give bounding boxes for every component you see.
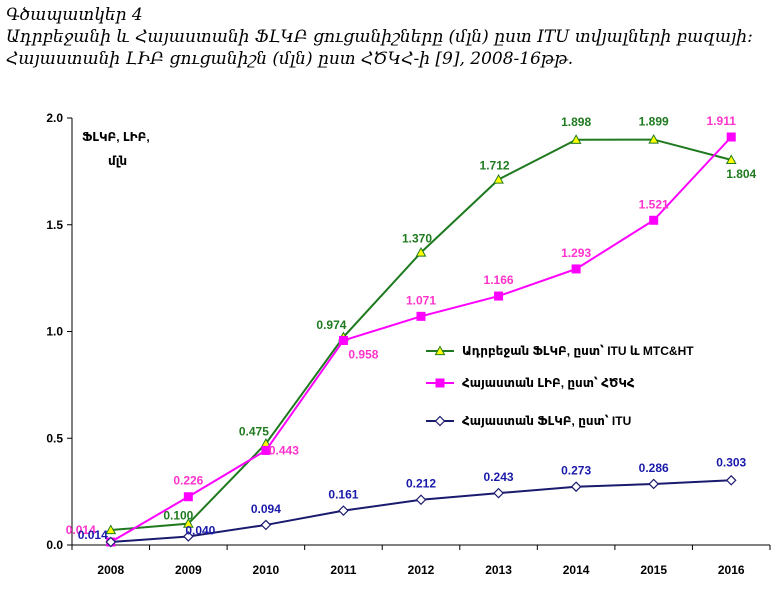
data-point bbox=[415, 246, 427, 257]
data-label: 1.898 bbox=[561, 115, 591, 129]
y-axis-title-line-2: մլն bbox=[108, 154, 127, 168]
data-label: 1.370 bbox=[402, 232, 432, 246]
x-tick-label: 2008 bbox=[97, 563, 124, 577]
data-point bbox=[261, 445, 271, 455]
data-label: 0.094 bbox=[251, 502, 281, 516]
data-point bbox=[182, 531, 194, 542]
data-label: 0.475 bbox=[239, 425, 269, 439]
y-tick-label: 1.5 bbox=[46, 218, 63, 232]
x-tick-label: 2016 bbox=[718, 563, 745, 577]
data-point bbox=[183, 492, 193, 502]
chart-series bbox=[105, 132, 737, 548]
legend-entry: Հայաստան ԼԻԲ, ըստ՝ ՀԾԿՀ bbox=[426, 376, 635, 390]
legend-entry: Հայաստան ՖԼԿԲ, ըստ՝ ITU bbox=[426, 414, 631, 428]
data-label: 0.958 bbox=[348, 347, 378, 361]
legend-marker bbox=[434, 345, 446, 356]
figure-title-line-2: Հայաստանի ԼԻԲ ցուցանիշն (մլն) ըստ ՀԾԿՀ-ի… bbox=[6, 49, 574, 69]
data-label: 0.286 bbox=[639, 461, 669, 475]
legend-label: Հայաստան ԼԻԲ, ըստ՝ ՀԾԿՀ bbox=[462, 376, 635, 390]
x-tick-label: 2010 bbox=[253, 563, 280, 577]
chart-axes: 0.0 0.5 1.0 1.5 2.0 2008 2009 2010 2011 2012 2013 2… bbox=[46, 111, 771, 577]
data-label: 0.226 bbox=[173, 474, 203, 488]
data-label: 0.100 bbox=[163, 509, 193, 523]
data-point bbox=[570, 134, 582, 144]
y-axis-title-line-1: ՖԼԿԲ, ԼԻԲ, bbox=[82, 130, 150, 144]
data-label: 0.161 bbox=[328, 488, 358, 502]
y-tick-label: 1.0 bbox=[46, 325, 63, 339]
data-point bbox=[260, 519, 272, 531]
data-point bbox=[415, 494, 427, 506]
data-point bbox=[726, 132, 736, 142]
data-point bbox=[570, 481, 582, 493]
data-point bbox=[571, 264, 581, 274]
legend-marker bbox=[435, 378, 445, 388]
data-point bbox=[338, 335, 348, 345]
data-point bbox=[338, 505, 349, 516]
data-label: 1.804 bbox=[726, 167, 756, 181]
figure-title-line-1: Ադրբեջանի և Հայաստանի ՖԼԿԲ ցուցանիշները … bbox=[6, 27, 753, 47]
legend-label: Հայաստան ՖԼԿԲ, ըստ՝ ITU bbox=[462, 414, 631, 428]
data-label: 0.974 bbox=[316, 318, 346, 332]
data-point bbox=[725, 474, 737, 486]
x-tick-label: 2015 bbox=[640, 563, 667, 577]
data-label: 0.443 bbox=[269, 443, 299, 457]
y-tick-label: 0.0 bbox=[46, 538, 63, 552]
data-point bbox=[493, 487, 504, 499]
legend-marker bbox=[434, 415, 446, 427]
series-1 bbox=[105, 134, 737, 535]
data-point bbox=[648, 478, 660, 490]
data-point bbox=[493, 173, 504, 184]
figure-title-block: Գծապատկեր 4 Ադրբեջանի և Հայաստանի ՖԼԿԲ ց… bbox=[6, 4, 782, 70]
data-label: 1.911 bbox=[707, 114, 737, 128]
x-tick-label: 2014 bbox=[563, 563, 590, 577]
chart-data-labels: 0.100 0.475 0.974 1.370 1.712 1.898 1.899 1.804… bbox=[66, 114, 757, 542]
data-point bbox=[416, 311, 426, 321]
data-label: 0.040 bbox=[185, 523, 215, 537]
data-label: 0.273 bbox=[561, 464, 591, 478]
data-label: 1.071 bbox=[406, 293, 436, 307]
data-point bbox=[494, 291, 504, 301]
data-point bbox=[105, 536, 117, 548]
x-tick-label: 2013 bbox=[485, 563, 512, 577]
data-label: 0.243 bbox=[484, 470, 514, 484]
x-tick-label: 2009 bbox=[175, 563, 202, 577]
data-label: 1.899 bbox=[639, 115, 669, 129]
legend-label: Ադրբեջան ՖԼԿԲ, ըստ՝ ITU և MTC&HT bbox=[462, 344, 694, 358]
series-3 bbox=[105, 474, 737, 548]
data-point bbox=[649, 215, 659, 225]
chart-legend: Ադրբեջան ՖԼԿԲ, ըստ՝ ITU և MTC&HT Հայաստան… bbox=[426, 344, 694, 428]
legend-entry: Ադրբեջան ՖԼԿԲ, ըստ՝ ITU և MTC&HT bbox=[426, 344, 694, 358]
data-point bbox=[648, 134, 660, 144]
data-label: 0.014 bbox=[66, 523, 96, 537]
data-label: 0.303 bbox=[716, 455, 746, 469]
data-label: 0.014 bbox=[78, 528, 108, 542]
y-tick-label: 0.5 bbox=[46, 431, 63, 445]
data-label: 1.166 bbox=[484, 273, 514, 287]
figure-label: Գծապատկեր 4 bbox=[6, 5, 143, 25]
data-point bbox=[725, 154, 737, 164]
x-tick-label: 2012 bbox=[408, 563, 435, 577]
data-point bbox=[182, 518, 194, 528]
x-tick-label: 2011 bbox=[330, 563, 356, 577]
data-label: 1.712 bbox=[480, 158, 510, 172]
data-label: 1.293 bbox=[561, 246, 591, 260]
data-point bbox=[105, 524, 117, 535]
data-label: 1.521 bbox=[639, 197, 669, 211]
data-label: 0.212 bbox=[406, 477, 436, 491]
y-tick-label: 2.0 bbox=[46, 111, 63, 125]
